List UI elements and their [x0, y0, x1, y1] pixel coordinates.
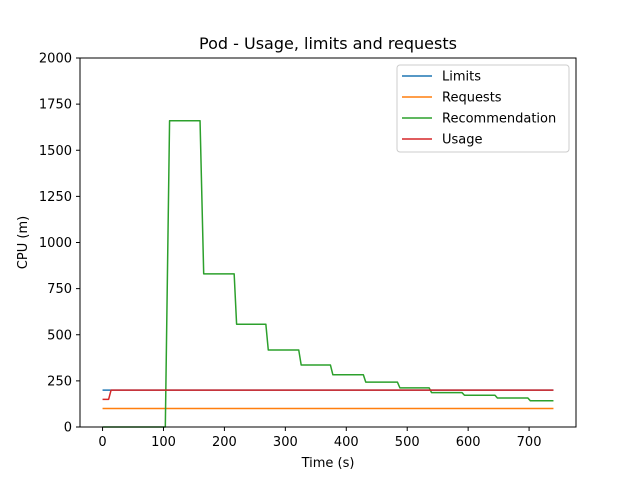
- x-axis-label: Time (s): [301, 456, 355, 471]
- x-axis: 0 100 200 300 400 500 600 700: [98, 427, 541, 450]
- legend: Limits Requests Recommendation Usage: [396, 64, 570, 153]
- legend-box: [396, 64, 570, 153]
- y-axis: 0 250 500 750 1000 1250 1500 1750 2000: [39, 52, 80, 436]
- y-tick-label: 1750: [39, 98, 72, 113]
- y-tick-label: 2000: [39, 52, 72, 67]
- chart-title: Pod - Usage, limits and requests: [199, 34, 457, 53]
- y-tick-label: 1250: [39, 190, 72, 205]
- legend-label-usage: Usage: [442, 133, 483, 148]
- legend-label-limits: Limits: [442, 70, 481, 85]
- series-layer: [102, 119, 554, 428]
- x-tick-label: 400: [334, 435, 359, 450]
- series-line-recommendation: [102, 119, 554, 428]
- y-tick-label: 500: [47, 328, 72, 343]
- x-tick-label: 0: [98, 435, 106, 450]
- x-tick-label: 500: [395, 435, 420, 450]
- series-line-usage: [102, 389, 554, 401]
- x-tick-label: 700: [517, 435, 542, 450]
- y-tick-label: 1500: [39, 144, 72, 159]
- y-tick-label: 750: [47, 282, 72, 297]
- x-tick-label: 300: [273, 435, 298, 450]
- legend-label-requests: Requests: [442, 91, 502, 106]
- y-tick-label: 1000: [39, 236, 72, 251]
- y-tick-label: 250: [47, 374, 72, 389]
- x-tick-label: 100: [151, 435, 176, 450]
- x-tick-label: 200: [212, 435, 237, 450]
- y-tick-label: 0: [64, 421, 72, 436]
- x-tick-label: 600: [456, 435, 481, 450]
- legend-label-recommendation: Recommendation: [442, 112, 556, 127]
- y-axis-label: CPU (m): [16, 216, 31, 269]
